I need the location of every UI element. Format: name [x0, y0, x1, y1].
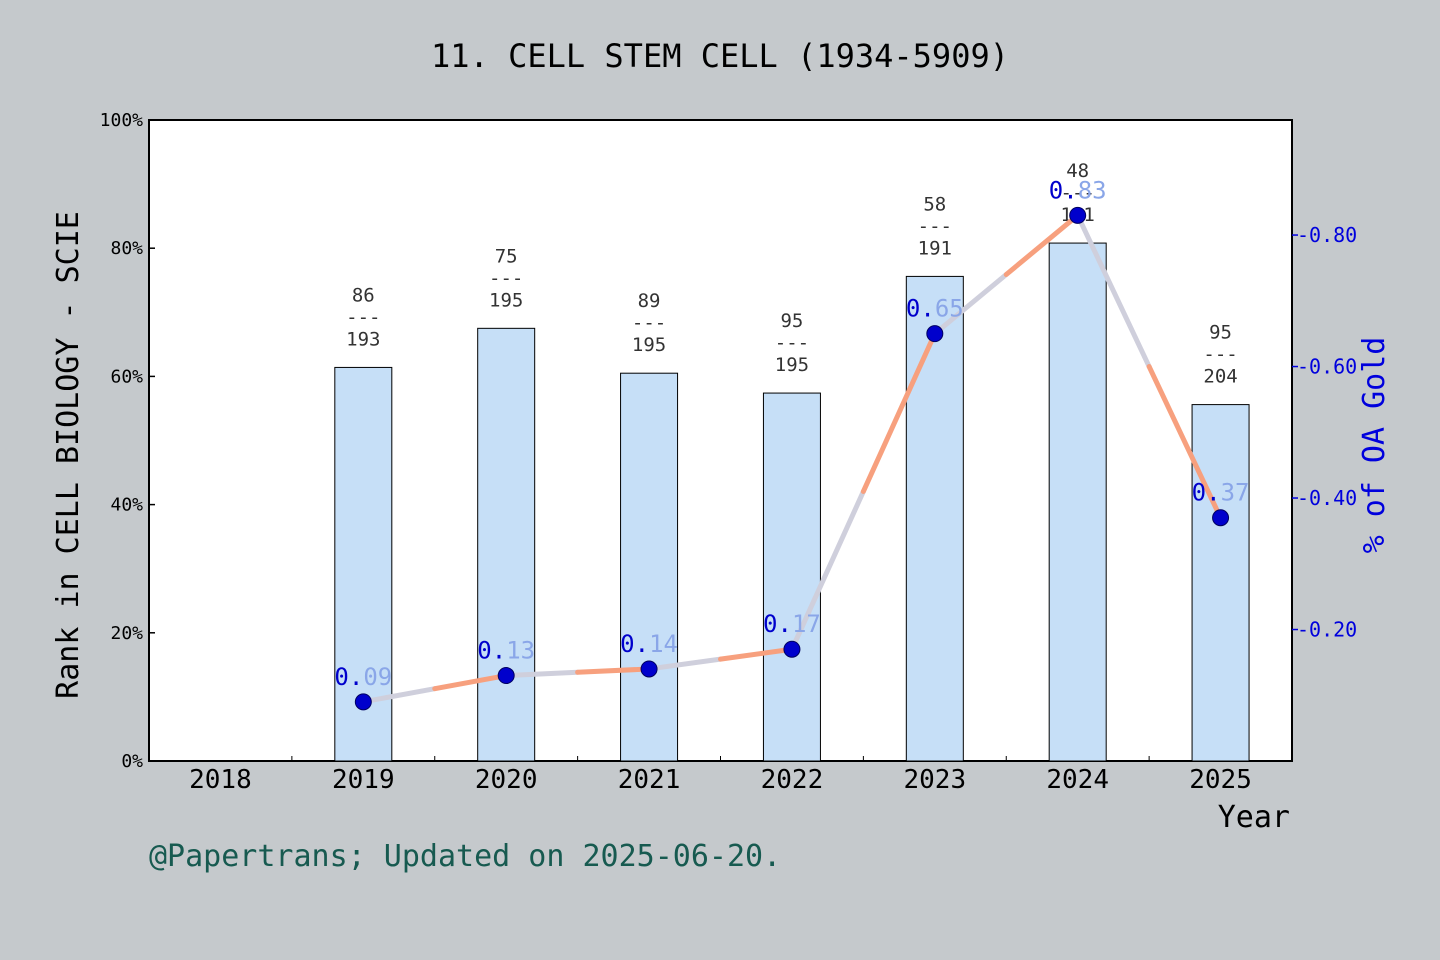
bar-2024 — [1048, 242, 1107, 762]
left-tick-label-5: 100% — [100, 110, 144, 131]
x-tick-label-2018: 2018 — [189, 765, 252, 795]
bar-2020 — [477, 327, 536, 762]
bar-rank-label-2024: 48 — [1066, 160, 1089, 182]
plot-area — [148, 119, 1293, 762]
oa-value-label-2025: 0.37 — [1192, 479, 1250, 507]
oa-marker-2021 — [640, 660, 658, 678]
left-axis: 0% 20% 40% 60% 80% 100% — [100, 110, 155, 772]
oa-label-group: 0.09 0.13 0.14 0.17 0.65 0.83 0.37 — [334, 176, 1249, 691]
oa-line-segment-b-2024 — [1146, 364, 1224, 521]
bar-total-label-2022: 195 — [775, 354, 809, 376]
bar-separator-2022: --- — [775, 332, 809, 354]
bar-total-label-2023: 191 — [918, 237, 952, 259]
oa-value-label-2020: 0.13 — [477, 637, 535, 665]
oa-line-segment-b-2022 — [860, 331, 938, 494]
x-axis-title: Year — [1218, 800, 1290, 835]
bar-rank-label-2019: 86 — [352, 284, 375, 306]
oa-line-segment-b-2021 — [718, 646, 795, 662]
oa-value-label-2021: 0.14 — [620, 630, 678, 658]
x-tick-label-2022: 2022 — [761, 765, 824, 795]
oa-value-label-2024: 0.83 — [1049, 176, 1107, 204]
left-axis-title: Rank in CELL BIOLOGY - SCIE — [51, 211, 86, 699]
bar-separator-2021: --- — [632, 312, 666, 334]
x-axis: 2018 2019 2020 2021 2022 2023 2024 2025 — [148, 756, 1293, 795]
right-tick-label-1: -0.40 — [1297, 486, 1357, 510]
x-tick-label-2023: 2023 — [904, 765, 967, 795]
bar-rank-label-2023: 58 — [923, 193, 946, 215]
bar-total-label-2020: 195 — [489, 289, 523, 311]
bar-rank-label-2025: 95 — [1209, 322, 1232, 344]
oa-marker-2024 — [1069, 206, 1087, 224]
x-tick-label-2024: 2024 — [1046, 765, 1109, 795]
bar-separator-2020: --- — [489, 267, 523, 289]
bar-rank-label-2021: 89 — [638, 290, 661, 312]
bar-2022 — [762, 392, 821, 762]
oa-line-segment-a-2022 — [789, 488, 866, 652]
x-tick-label-2025: 2025 — [1189, 765, 1252, 795]
oa-line-segment-a-2024 — [1075, 212, 1152, 370]
oa-marker-2019 — [354, 693, 372, 711]
left-tick-label-4: 80% — [110, 238, 143, 259]
oa-line-segment-a-2021 — [646, 656, 723, 672]
bar-separator-2024: --- — [1061, 182, 1095, 204]
x-tick-label-2020: 2020 — [475, 765, 538, 795]
right-axis-title: % of OA Gold — [1357, 337, 1392, 554]
right-tick-label-0: -0.20 — [1297, 618, 1357, 642]
oa-marker-2023 — [926, 325, 944, 343]
x-tick-label-2021: 2021 — [618, 765, 681, 795]
oa-line-segment-b-2023 — [1003, 212, 1081, 277]
oa-marker-2022 — [783, 640, 801, 658]
oa-line-segment-b-2019 — [432, 673, 509, 692]
left-tick-label-0: 0% — [121, 751, 143, 772]
oa-line-segment-a-2023 — [932, 271, 1009, 337]
bar-total-label-2025: 204 — [1203, 366, 1237, 388]
oa-line-series — [354, 206, 1230, 711]
bar-separator-2023: --- — [918, 215, 952, 237]
bar-2025 — [1191, 404, 1250, 762]
chart-title: 11. CELL STEM CELL (1934-5909) — [431, 37, 1009, 75]
left-tick-label-2: 40% — [110, 495, 143, 516]
bar-series — [334, 242, 1250, 762]
bar-rank-label-2020: 75 — [495, 245, 518, 267]
bar-separator-2025: --- — [1203, 344, 1237, 366]
footer-credit: @Papertrans; Updated on 2025-06-20. — [149, 839, 781, 874]
oa-value-label-2022: 0.17 — [763, 610, 821, 638]
left-tick-label-3: 60% — [110, 366, 143, 387]
bar-total-label-2021: 195 — [632, 334, 666, 356]
right-tick-label-3: -0.80 — [1297, 223, 1357, 247]
bar-2023 — [905, 275, 964, 762]
right-tick-label-2: -0.60 — [1297, 355, 1357, 379]
x-tick-label-2019: 2019 — [332, 765, 395, 795]
oa-line-segment-a-2020 — [503, 669, 581, 679]
bar-2021 — [620, 372, 679, 762]
oa-line-segment-a-2019 — [360, 686, 438, 705]
oa-value-label-2019: 0.09 — [334, 663, 392, 691]
oa-line-segment-b-2020 — [575, 666, 652, 675]
left-tick-label-1: 20% — [110, 623, 143, 644]
right-axis: -0.20 -0.40 -0.60 -0.80 — [1292, 223, 1357, 642]
oa-marker-2025 — [1212, 509, 1230, 527]
bar-total-label-2019: 193 — [346, 328, 380, 350]
bar-separator-2019: --- — [346, 306, 380, 328]
oa-value-label-2023: 0.65 — [906, 295, 964, 323]
bar-rank-label-2022: 95 — [780, 310, 803, 332]
oa-marker-2020 — [497, 667, 515, 685]
